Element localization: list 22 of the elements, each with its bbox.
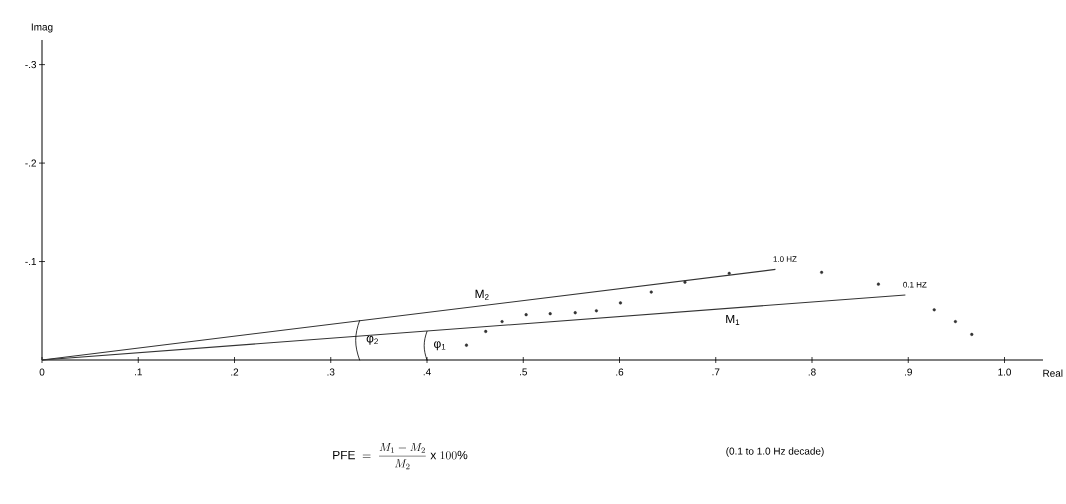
x-tick-label: 1.0 <box>998 368 1012 376</box>
y-tick-label: -.1 <box>25 258 37 265</box>
text: $\mathrm{PFE} \;=\; \frac{M_1 - M_2}{M_2} \;\mathrm{x}\; 100\%$ <box>333 442 468 470</box>
x-tick-label: .4 <box>423 368 431 376</box>
x-tick-label: .3 <box>327 368 335 376</box>
annotation: φ$_{2}$ <box>366 335 378 345</box>
x-tick-label: .9 <box>905 368 912 376</box>
y-tick-label: -.3 <box>25 61 37 69</box>
x-tick-label: .7 <box>712 368 720 376</box>
x-axis-title: Real <box>1043 369 1063 377</box>
annotation: φ$_{1}$ <box>434 341 446 351</box>
x-tick-label: .8 <box>808 368 816 376</box>
x-tick-label: .6 <box>616 368 624 376</box>
x-tick-label: .1 <box>135 368 142 376</box>
y-tick-label: -.2 <box>25 159 36 167</box>
text: (0.1 to 1.0 Hz decade) <box>726 447 824 457</box>
series-label: M$_{1}$ <box>726 314 740 325</box>
series-label: M$_{2}$ <box>475 289 489 300</box>
x-tick-label: 0 <box>39 368 45 376</box>
x-tick-label: .2 <box>231 368 239 376</box>
y-axis-title: Imag <box>31 23 53 33</box>
x-tick-label: .5 <box>520 368 527 376</box>
